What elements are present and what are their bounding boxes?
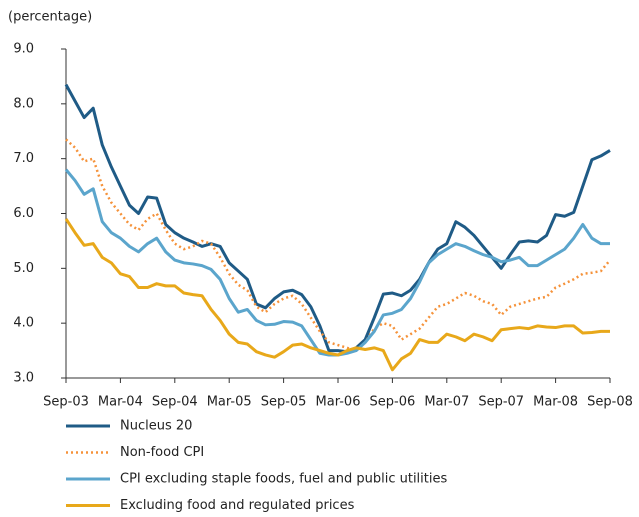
legend-label: CPI excluding staple foods, fuel and pub…	[120, 472, 447, 487]
x-tick-label: Mar-04	[98, 395, 143, 410]
y-tick-label: 7.0	[13, 151, 34, 166]
series-line	[64, 83, 611, 354]
y-axis-label: (percentage)	[8, 10, 92, 25]
series-line	[64, 218, 610, 372]
x-tick-label: Sep-06	[370, 395, 416, 410]
legend-label: Excluding food and regulated prices	[120, 498, 355, 513]
y-tick-label: 3.0	[13, 371, 34, 386]
series-line	[65, 138, 611, 352]
x-tick-label: Mar-05	[207, 395, 252, 410]
x-tick-label: Mar-08	[533, 395, 578, 410]
y-tick-label: 5.0	[13, 261, 34, 276]
x-tick-label: Sep-04	[152, 395, 198, 410]
legend-label: Nucleus 20	[120, 419, 192, 434]
x-tick-label: Sep-08	[587, 395, 633, 410]
legend-label: Non-food CPI	[120, 445, 204, 460]
y-tick-label: 4.0	[13, 316, 34, 331]
y-tick-label: 8.0	[13, 96, 34, 111]
x-tick-label: Sep-03	[43, 395, 89, 410]
x-tick-label: Sep-07	[478, 395, 524, 410]
y-tick-label: 9.0	[13, 42, 34, 57]
y-tick-label: 6.0	[13, 206, 34, 221]
x-tick-label: Mar-07	[424, 395, 469, 410]
x-tick-label: Mar-06	[316, 395, 361, 410]
x-tick-label: Sep-05	[261, 395, 307, 410]
